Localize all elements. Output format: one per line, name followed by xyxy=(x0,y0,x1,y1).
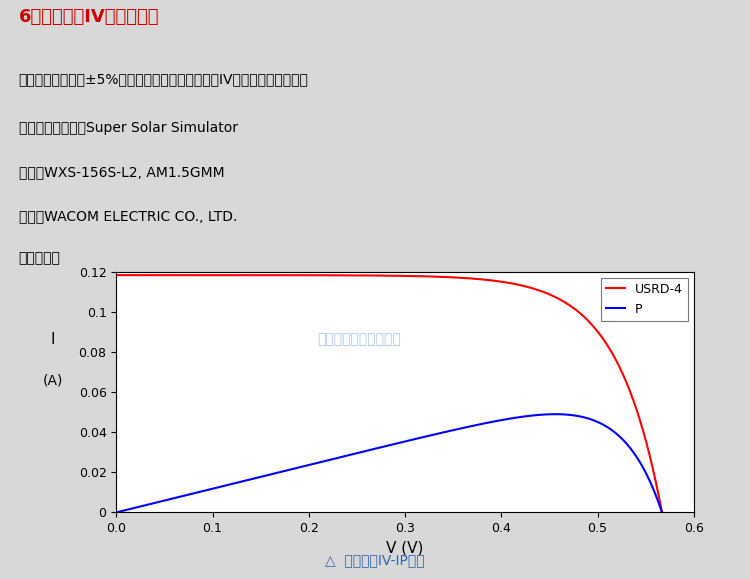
Text: △  标准电池IV-IP曲线: △ 标准电池IV-IP曲线 xyxy=(326,554,424,567)
USRD-4 xyxy=(112,272,121,278)
Text: 型号：WXS-156S-L2, AM1.5GMM: 型号：WXS-156S-L2, AM1.5GMM xyxy=(19,165,224,179)
USRD-4 xyxy=(223,272,232,278)
Text: 厂家：WACOM ELECTRIC CO., LTD.: 厂家：WACOM ELECTRIC CO., LTD. xyxy=(19,209,237,223)
P xyxy=(145,501,154,508)
P xyxy=(596,419,604,426)
P xyxy=(537,411,546,418)
USRD-4 xyxy=(658,509,667,516)
USRD-4 xyxy=(145,272,154,278)
Text: 采用光谱匹配度为±5%的太阳模拟器测试标准电池IV曲线，并给出参数。: 采用光谱匹配度为±5%的太阳模拟器测试标准电池IV曲线，并给出参数。 xyxy=(19,72,309,86)
P xyxy=(551,411,560,417)
P xyxy=(112,509,121,516)
P xyxy=(658,509,667,516)
USRD-4 xyxy=(557,297,566,304)
USRD-4 xyxy=(632,404,640,411)
Text: 国家：日本: 国家：日本 xyxy=(19,252,61,266)
Text: 北京衡工仪器有限公司: 北京衡工仪器有限公司 xyxy=(317,332,400,346)
USRD-4 xyxy=(658,509,667,516)
Legend: USRD-4, P: USRD-4, P xyxy=(601,278,688,321)
Text: I: I xyxy=(50,332,55,347)
X-axis label: V (V): V (V) xyxy=(386,541,424,556)
P xyxy=(558,411,567,418)
Text: 6、标准电池IV曲线和参数: 6、标准电池IV曲线和参数 xyxy=(19,8,159,26)
USRD-4 xyxy=(537,288,546,295)
P xyxy=(223,482,232,489)
P xyxy=(632,453,640,460)
Line: P: P xyxy=(116,414,662,512)
Text: 太阳模拟器名称：Super Solar Simulator: 太阳模拟器名称：Super Solar Simulator xyxy=(19,121,238,135)
Text: (A): (A) xyxy=(43,373,63,387)
Line: USRD-4: USRD-4 xyxy=(116,275,662,512)
USRD-4 xyxy=(595,330,604,337)
